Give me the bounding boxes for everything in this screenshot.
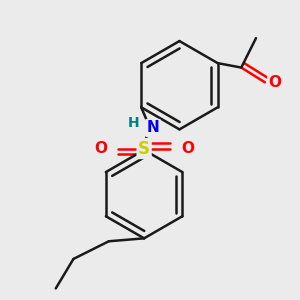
Text: S: S — [138, 140, 150, 158]
Text: O: O — [181, 141, 194, 156]
Text: H: H — [128, 116, 140, 130]
Text: O: O — [94, 141, 107, 156]
Text: N: N — [147, 120, 159, 135]
Text: O: O — [268, 75, 282, 90]
